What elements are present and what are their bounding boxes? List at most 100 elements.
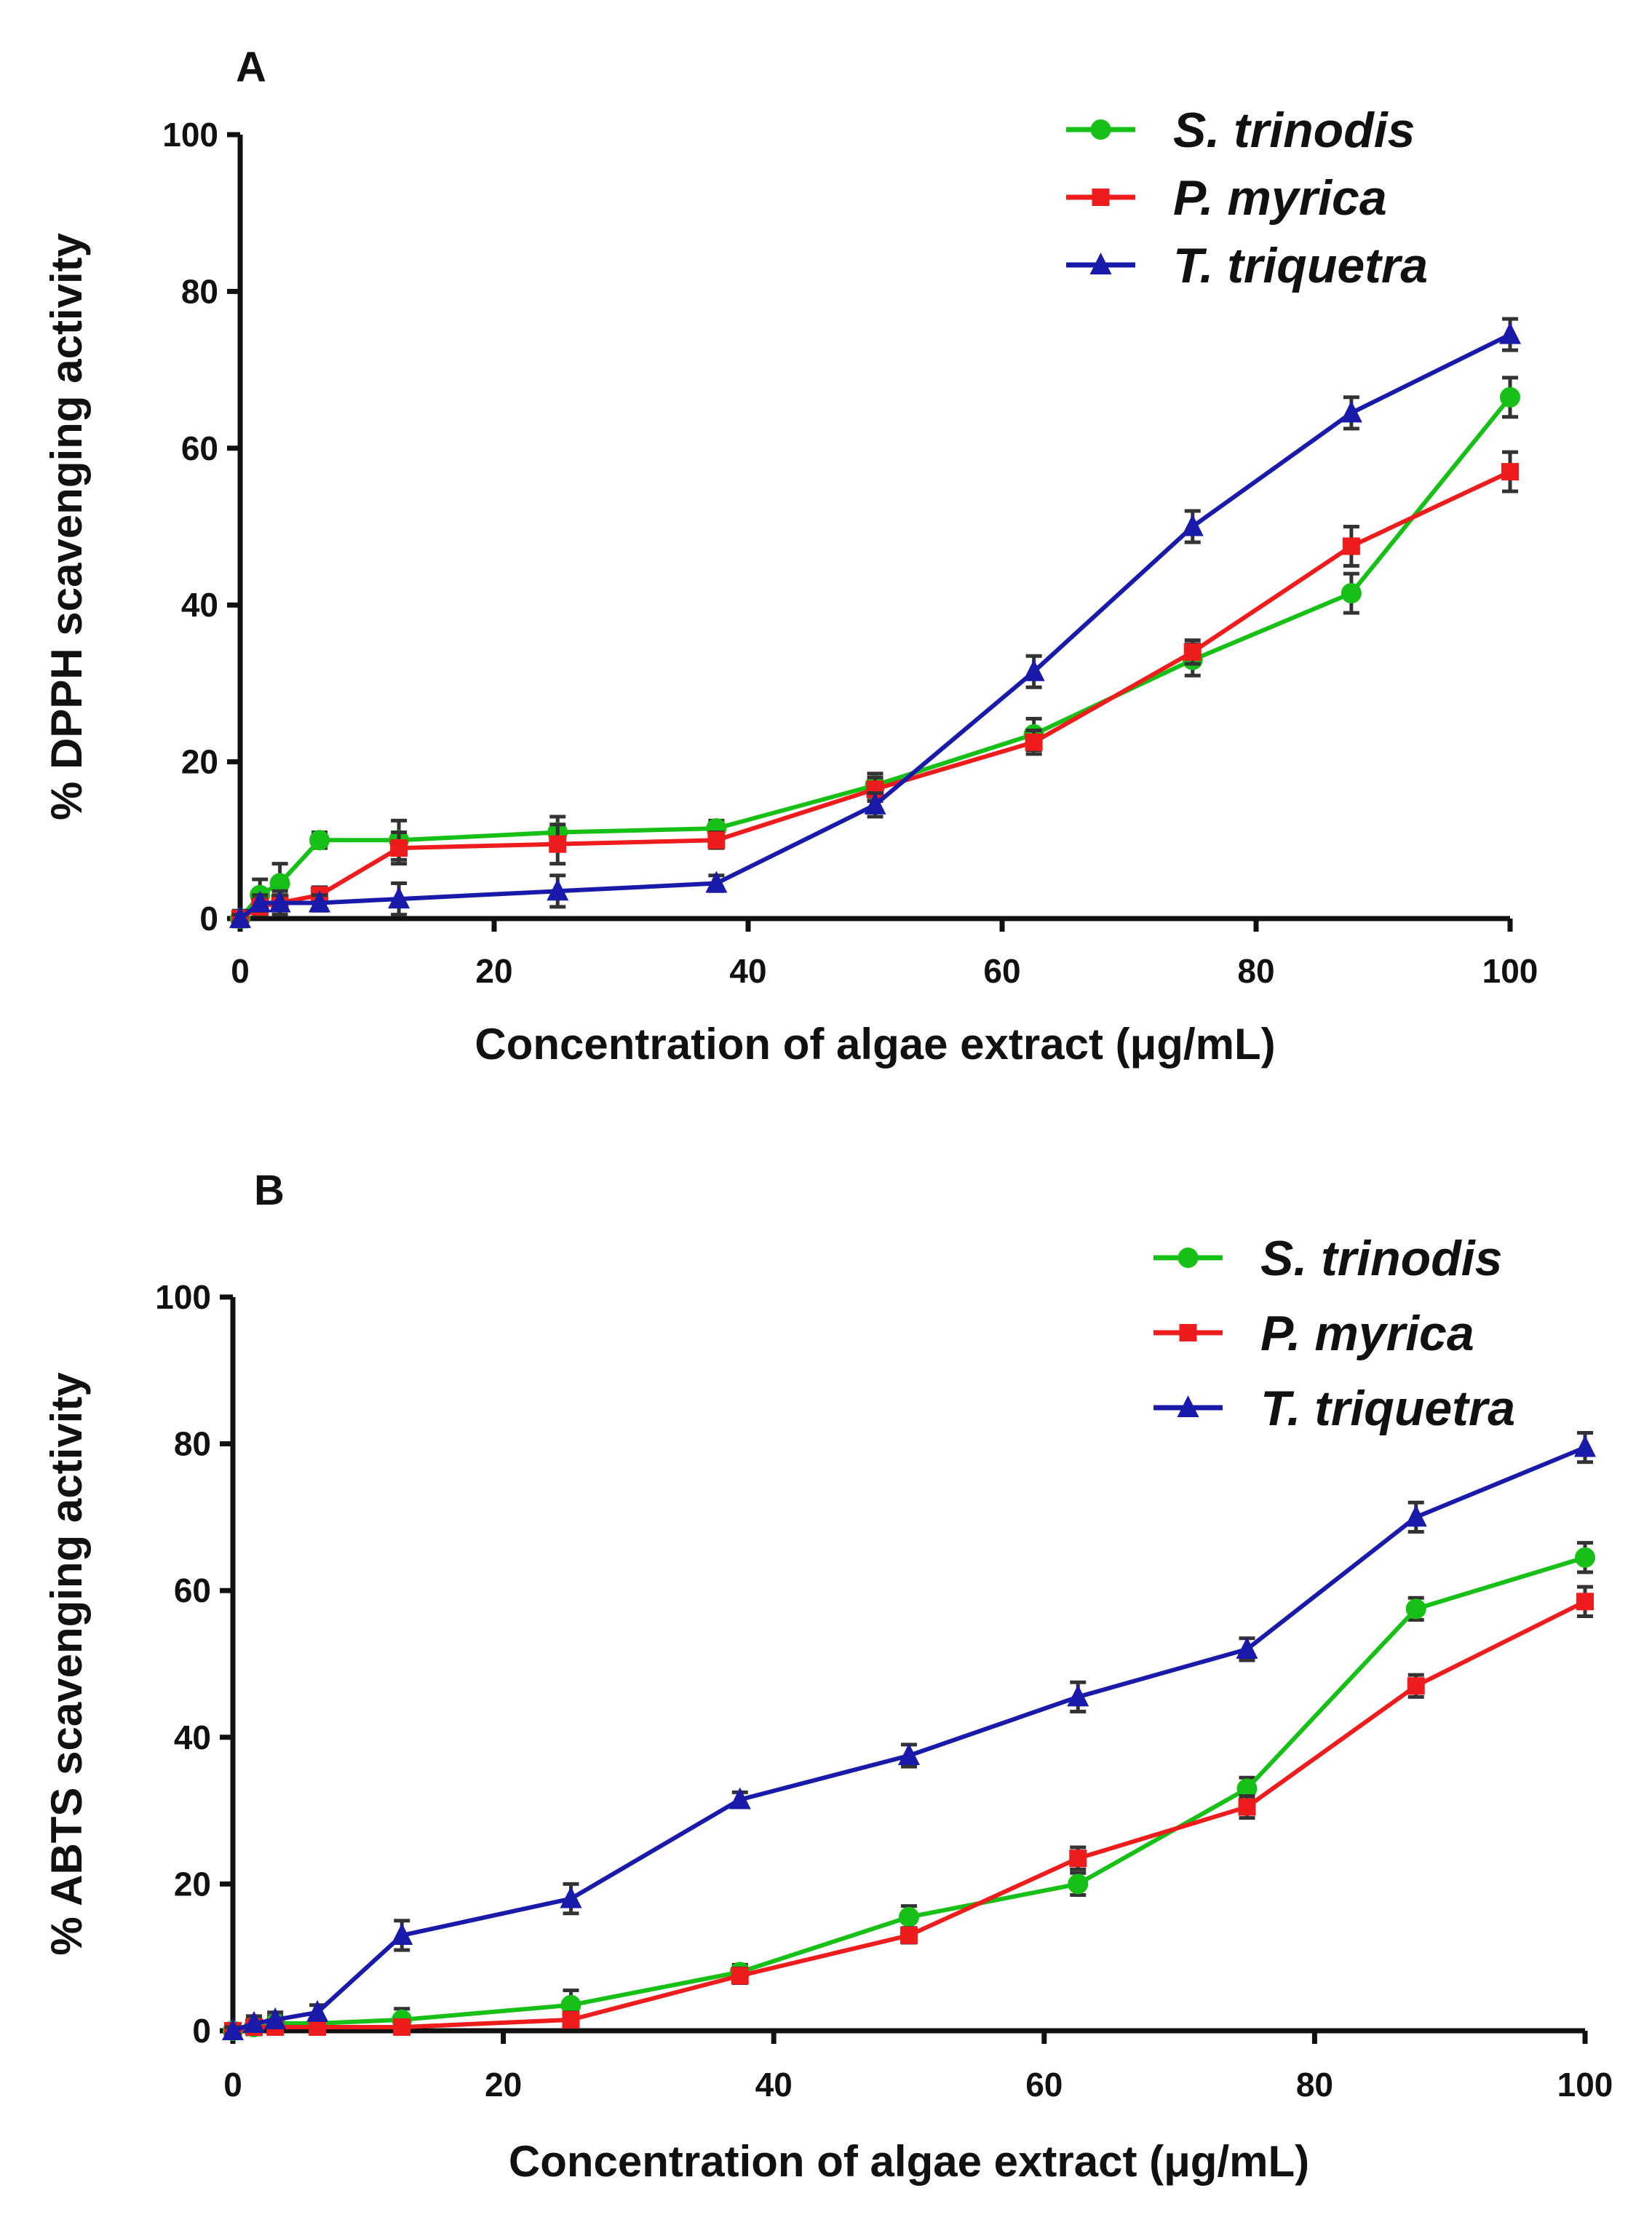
x-axis-title: Concentration of algae extract (μg/mL) xyxy=(509,2137,1309,2186)
data-point xyxy=(249,890,271,913)
x-tick-label: 0 xyxy=(223,2066,242,2104)
y-tick-label: 20 xyxy=(181,743,218,781)
legend-entry: S. trinodis xyxy=(1153,1231,1502,1286)
x-tick-label: 0 xyxy=(231,952,250,990)
legend-marker xyxy=(1089,253,1112,274)
legend-label: T. triquetra xyxy=(1173,238,1428,293)
data-point xyxy=(899,1906,919,1927)
legend-entry: P. myrica xyxy=(1153,1306,1474,1361)
data-point xyxy=(864,792,886,814)
data-point xyxy=(264,2007,287,2029)
y-tick-label: 60 xyxy=(181,429,218,467)
panel-a-dpph-chart: A 0 20 40 60 80 100 0 20 40 60 80 100 Concentration o… xyxy=(42,44,1538,1069)
legend-label: S. trinodis xyxy=(1260,1231,1502,1286)
x-tick-label: 60 xyxy=(983,952,1020,990)
y-tick-label: 40 xyxy=(181,586,218,624)
legend-marker xyxy=(1090,119,1111,140)
series-square-1 xyxy=(231,450,1519,929)
data-point xyxy=(1576,1593,1594,1611)
data-point xyxy=(547,879,569,901)
data-point xyxy=(1238,1798,1256,1816)
data-point xyxy=(1068,1874,1089,1895)
y-tick-label: 60 xyxy=(174,1571,211,1609)
data-point xyxy=(562,2010,580,2029)
y-tick-label: 80 xyxy=(181,272,218,310)
data-point xyxy=(705,871,728,893)
legend-marker xyxy=(1178,1248,1199,1268)
series-triangle-2 xyxy=(229,317,1521,928)
data-point xyxy=(1574,1435,1596,1457)
x-tick-label: 20 xyxy=(485,2066,522,2104)
legend-entry: P. myrica xyxy=(1066,170,1387,226)
data-point xyxy=(1405,1505,1427,1527)
series-line xyxy=(232,1599,1587,2033)
x-tick-label: 40 xyxy=(729,952,766,990)
data-point xyxy=(731,1967,749,1985)
series-circle-0 xyxy=(223,1541,1595,2041)
y-tick-label: 0 xyxy=(192,2012,211,2050)
legend-label: T. triquetra xyxy=(1260,1381,1515,1436)
data-point xyxy=(900,1926,918,1944)
data-point xyxy=(1407,1677,1425,1695)
data-point xyxy=(242,2010,265,2033)
data-point xyxy=(1342,537,1360,555)
x-axis-title: Concentration of algae extract (μg/mL) xyxy=(474,1020,1275,1069)
legend-marker xyxy=(1177,1395,1199,1417)
legend-entry: T. triquetra xyxy=(1066,238,1428,293)
data-point xyxy=(1575,1547,1595,1568)
legend-label: P. myrica xyxy=(1173,170,1387,226)
data-point xyxy=(309,890,331,913)
y-tick-label: 20 xyxy=(174,1865,211,1903)
data-point xyxy=(393,2018,411,2036)
legend-marker xyxy=(1179,1324,1197,1341)
data-point xyxy=(1069,1850,1087,1868)
y-tick-label: 40 xyxy=(174,1718,211,1756)
panel-b-abts-chart: B 0 20 40 60 80 100 0 20 40 60 80 100 Concentration o… xyxy=(42,1167,1613,2186)
x-tick-label: 80 xyxy=(1296,2066,1333,2104)
legend-marker xyxy=(1092,189,1110,206)
data-point xyxy=(1025,733,1043,751)
legend-label: P. myrica xyxy=(1260,1306,1474,1361)
series-square-1 xyxy=(224,1585,1594,2039)
y-axis-title: % DPPH scavenging activity xyxy=(42,232,91,820)
data-point xyxy=(1501,463,1519,481)
data-point xyxy=(1067,1684,1089,1707)
data-point xyxy=(560,1886,582,1908)
data-point xyxy=(1236,1636,1258,1659)
data-point xyxy=(1405,1598,1426,1620)
data-point xyxy=(391,1922,413,1945)
x-tick-label: 100 xyxy=(1482,952,1538,990)
data-point xyxy=(707,831,726,849)
data-point xyxy=(1183,643,1202,661)
y-tick-label: 100 xyxy=(155,1278,211,1316)
data-point xyxy=(309,830,330,851)
series-line xyxy=(239,332,1512,921)
data-point xyxy=(390,839,408,857)
data-point xyxy=(898,1743,920,1765)
x-tick-label: 60 xyxy=(1025,2066,1063,2104)
panel-letter: A xyxy=(236,44,266,91)
data-point xyxy=(1500,386,1520,408)
series-line xyxy=(238,395,1512,920)
data-point xyxy=(1340,400,1362,423)
data-point xyxy=(1341,583,1362,604)
panel-letter: B xyxy=(254,1167,285,1214)
data-point xyxy=(222,2018,244,2040)
x-tick-label: 40 xyxy=(755,2066,793,2104)
legend-entry: T. triquetra xyxy=(1153,1381,1515,1436)
data-point xyxy=(728,1787,751,1809)
y-tick-label: 0 xyxy=(199,900,218,937)
legend-label: S. trinodis xyxy=(1173,103,1415,158)
data-point xyxy=(549,835,567,853)
y-tick-label: 100 xyxy=(162,116,218,154)
data-point xyxy=(306,1999,329,2022)
data-point xyxy=(1499,322,1521,344)
data-point xyxy=(388,887,410,909)
y-tick-label: 80 xyxy=(174,1425,211,1463)
series-line xyxy=(232,1555,1586,2033)
x-tick-label: 80 xyxy=(1237,952,1274,990)
legend-entry: S. trinodis xyxy=(1066,103,1415,158)
data-point xyxy=(229,906,251,928)
data-point xyxy=(1181,514,1204,536)
